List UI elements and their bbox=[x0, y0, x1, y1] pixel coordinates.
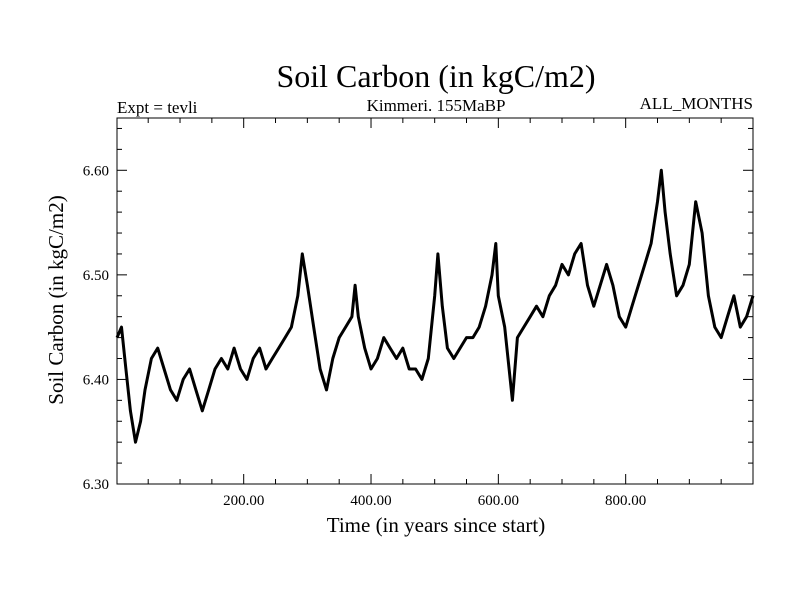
y-tick-label: 6.30 bbox=[83, 477, 109, 493]
series-line bbox=[115, 168, 755, 444]
x-axis-label: Time (in years since start) bbox=[327, 513, 546, 537]
x-tick-label: 200.00 bbox=[223, 493, 264, 509]
y-tick-label: 6.50 bbox=[83, 268, 109, 284]
x-tick-label: 600.00 bbox=[478, 493, 519, 509]
subtitle-left: Expt = tevli bbox=[117, 98, 198, 117]
series-layer bbox=[115, 168, 755, 444]
y-axis-label: Soil Carbon (in kgC/m2) bbox=[44, 195, 68, 404]
x-tick-label: 800.00 bbox=[605, 493, 646, 509]
chart-title: Soil Carbon (in kgC/m2) bbox=[276, 58, 595, 94]
subtitle-center: Kimmeri. 155MaBP bbox=[367, 96, 506, 115]
subtitle-right: ALL_MONTHS bbox=[640, 94, 753, 113]
y-tick-label: 6.60 bbox=[83, 163, 109, 179]
axis-ticks: 200.00 400.00 600.00 800.00 6.30 6.40 6.50 6.60 bbox=[83, 118, 753, 509]
y-tick-label: 6.40 bbox=[83, 372, 109, 388]
x-tick-label: 400.00 bbox=[350, 493, 391, 509]
